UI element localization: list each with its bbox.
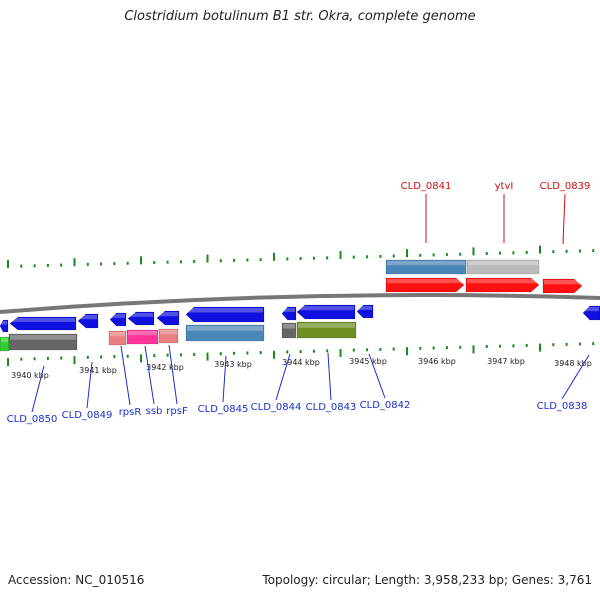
feature-highlight (468, 261, 538, 266)
gene-feature (8, 333, 78, 351)
label-leader (86, 361, 93, 409)
feature-highlight (79, 315, 97, 320)
label-leader (31, 365, 45, 413)
feature-highlight (387, 279, 463, 284)
feature-highlight (128, 331, 157, 336)
feature-highlight (160, 330, 177, 335)
scale-label: 3946 kbp (418, 357, 456, 366)
gene-feature (127, 311, 155, 326)
scale-label: 3948 kbp (554, 359, 592, 368)
gene-feature (0, 319, 9, 333)
gene-label: rpsF (166, 406, 188, 417)
label-leader (562, 193, 566, 245)
gene-label: CLD_0843 (306, 402, 357, 413)
gene-label: CLD_0849 (62, 410, 113, 421)
gene-feature (582, 305, 600, 321)
label-leader (327, 352, 332, 401)
label-leader (275, 353, 291, 401)
genome-backbone (0, 293, 600, 314)
accession-text: Accession: NC_010516 (8, 573, 145, 587)
gene-label: ytvI (495, 181, 514, 192)
gene-label: CLD_0842 (360, 400, 411, 411)
gene-label: CLD_0841 (401, 181, 452, 192)
feature-highlight (283, 324, 295, 329)
gene-feature (281, 322, 297, 339)
gene-feature (296, 321, 357, 339)
gene-labels: CLD_0841 ytvI CLD_0839 CLD_0850 CLD_0849 rpsR… (7, 181, 591, 425)
feature-highlight (1, 321, 7, 325)
map-title: Clostridium botulinum B1 str. Okra, comp… (124, 9, 476, 24)
gene-feature (158, 328, 179, 344)
label-leader (222, 355, 227, 403)
scale-label: 3947 kbp (487, 357, 525, 366)
scale-label: 3940 kbp (11, 371, 49, 380)
gene-feature (385, 277, 465, 293)
feature-highlight (298, 306, 354, 311)
feature-highlight (283, 308, 295, 312)
gene-label: rpsR (119, 407, 142, 418)
feature-highlight (387, 261, 465, 266)
label-leader (120, 345, 131, 406)
scale-labels: 3940 kbp 3941 kbp 3942 kbp 3943 kbp 3944 kbp… (11, 357, 592, 380)
tick-marks (7, 245, 595, 366)
gene-label: CLD_0850 (7, 414, 58, 425)
gene-features (0, 259, 600, 352)
scale-label: 3945 kbp (349, 357, 387, 366)
label-leader (368, 353, 386, 399)
scale-label: 3944 kbp (282, 358, 320, 367)
feature-highlight (584, 307, 599, 312)
genome-summary-text: Topology: circular; Length: 3,958,233 bp… (262, 573, 592, 587)
feature-highlight (11, 318, 75, 322)
feature-highlight (129, 313, 153, 317)
scale-label: 3943 kbp (214, 360, 252, 369)
feature-highlight (467, 279, 538, 284)
gene-feature (296, 304, 356, 320)
feature-highlight (544, 280, 581, 285)
label-leader (144, 345, 155, 405)
feature-highlight (298, 323, 355, 328)
scale-label: 3942 kbp (146, 363, 184, 372)
scale-label: 3941 kbp (79, 366, 117, 375)
gene-feature (185, 306, 265, 323)
gene-label: CLD_0844 (251, 402, 302, 413)
label-leader (168, 344, 178, 405)
gene-label: CLD_0845 (198, 404, 249, 415)
gene-feature (108, 330, 127, 346)
feature-highlight (358, 306, 372, 310)
gene-feature (9, 316, 77, 331)
gene-label: ssb (146, 406, 163, 417)
label-leader (561, 354, 590, 400)
gene-feature (356, 304, 374, 319)
feature-highlight (111, 314, 125, 318)
gene-feature (126, 329, 159, 345)
gene-feature (156, 310, 180, 326)
feature-highlight (158, 312, 178, 317)
gene-label: CLD_0838 (537, 401, 588, 412)
gene-feature (281, 306, 297, 321)
feature-highlight (110, 332, 125, 337)
gene-feature (465, 277, 540, 293)
gene-feature (185, 324, 265, 342)
gene-feature (0, 336, 10, 352)
gene-feature (109, 312, 127, 327)
gene-feature (385, 259, 467, 275)
feature-highlight (1, 338, 8, 343)
feature-highlight (187, 326, 263, 331)
feature-highlight (10, 335, 76, 340)
feature-highlight (187, 308, 263, 313)
gene-feature (77, 313, 99, 329)
gene-feature (466, 259, 540, 275)
gene-feature (542, 278, 583, 294)
gene-label: CLD_0839 (540, 181, 591, 192)
